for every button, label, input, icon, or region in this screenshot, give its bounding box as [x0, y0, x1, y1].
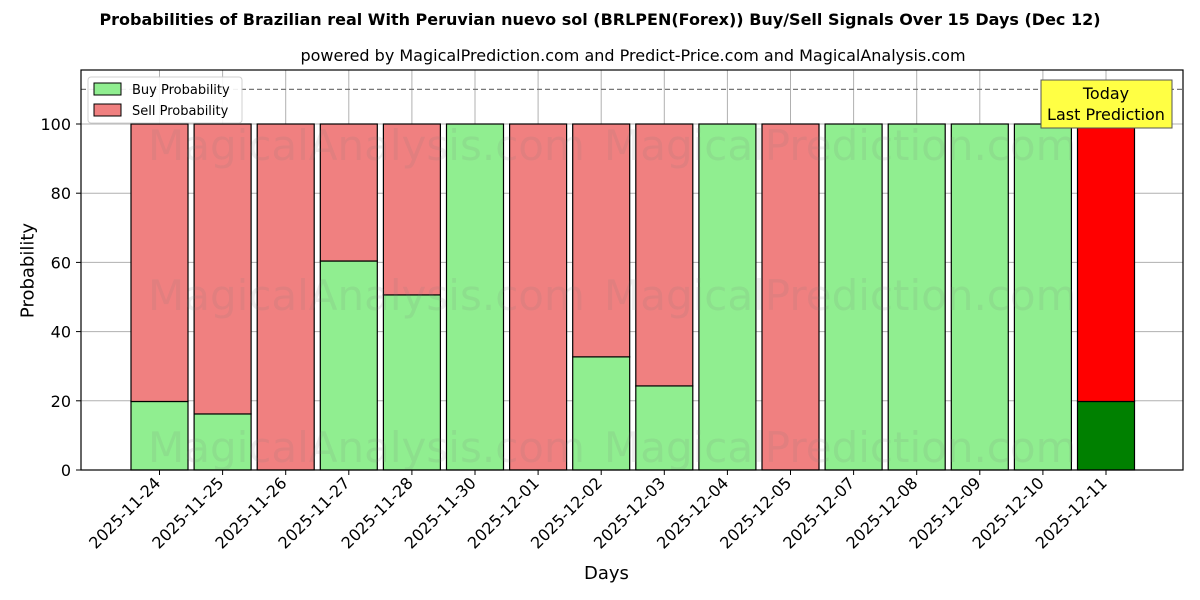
buy-bar — [1013, 123, 1073, 471]
chart-subtitle: powered by MagicalPrediction.com and Pre… — [300, 46, 966, 65]
sell-bar — [1076, 123, 1136, 403]
watermark-text: MagicalAnalysis.com — [148, 271, 585, 320]
watermark-text: MagicalAnalysis.com — [148, 423, 585, 472]
legend-buy-label: Buy Probability — [132, 83, 230, 98]
chart-title: Probabilities of Brazilian real With Per… — [99, 10, 1101, 29]
legend-sell-swatch — [93, 103, 122, 117]
buy-bar — [950, 123, 1009, 471]
watermark-text: MagicalAnalysis.com — [148, 121, 585, 170]
legend-buy-swatch — [93, 82, 122, 96]
sell-bar — [761, 123, 820, 471]
sell-bar — [635, 123, 694, 387]
buy-bar — [193, 413, 252, 471]
sell-bar — [319, 123, 378, 262]
sell-bar — [256, 123, 315, 471]
today-annotation-line2: Last Prediction — [1047, 105, 1165, 124]
x-axis-label: Days — [584, 563, 629, 584]
legend-sell-label: Sell Probability — [132, 104, 229, 119]
y-tick-label: 100 — [40, 115, 71, 134]
watermark-text: MagicalPrediction.com — [604, 121, 1077, 170]
buy-bar — [319, 260, 378, 471]
y-tick-label: 20 — [51, 392, 71, 411]
buy-bar — [130, 400, 189, 471]
sell-bar — [382, 123, 441, 296]
sell-bar — [193, 123, 252, 415]
y-tick-label: 80 — [51, 184, 71, 203]
buy-bar — [698, 123, 757, 471]
buy-bar — [824, 123, 883, 471]
today-annotation-line1: Today — [1082, 84, 1129, 103]
sell-bar — [130, 123, 189, 403]
y-tick-label: 60 — [51, 253, 71, 272]
buy-bar — [1076, 400, 1136, 471]
sell-bar — [572, 123, 631, 358]
axes-frame — [80, 69, 1184, 471]
buy-bar — [572, 356, 631, 471]
today-annotation-box — [1040, 79, 1173, 129]
buy-bar — [887, 123, 946, 471]
watermark-text: MagicalPrediction.com — [604, 271, 1077, 320]
legend-box — [87, 76, 243, 124]
y-tick-label: 40 — [51, 323, 71, 342]
buy-bar — [382, 294, 441, 471]
y-tick-label: 0 — [61, 461, 71, 480]
watermark-text: MagicalPrediction.com — [604, 423, 1077, 472]
